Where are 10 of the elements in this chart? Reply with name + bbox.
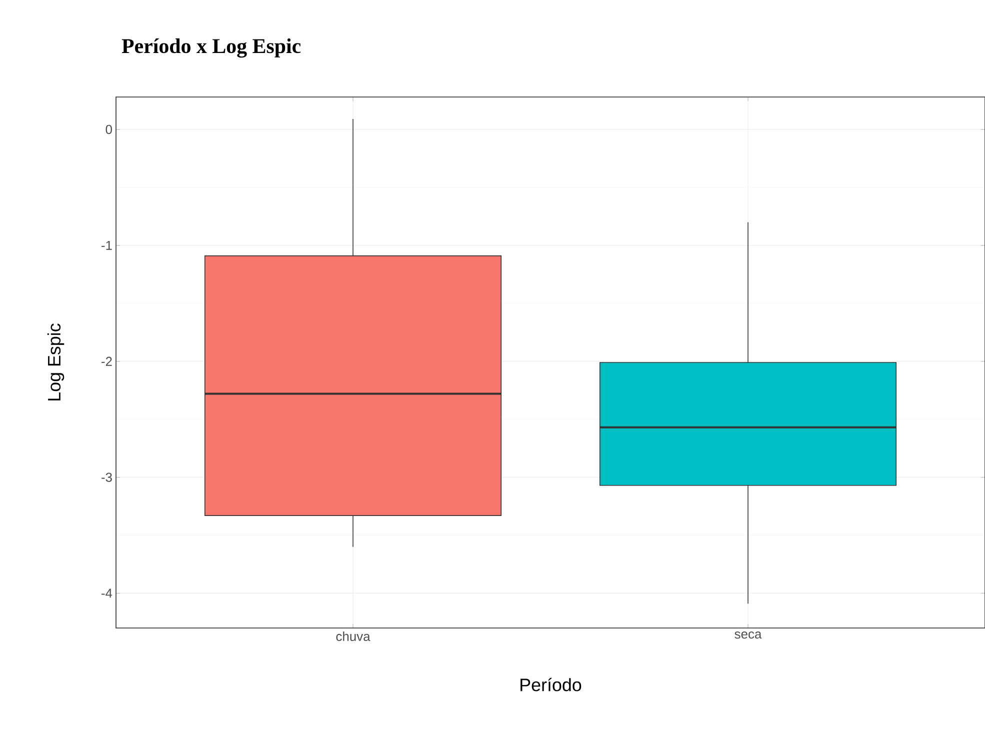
y-tick-label: 0 (106, 124, 112, 134)
x-axis-title: Período (520, 678, 582, 692)
y-tick-label: -4 (102, 588, 112, 598)
y-tick-label: -3 (102, 472, 112, 482)
x-tick-label: chuva (336, 632, 370, 642)
y-tick-label: -1 (102, 240, 112, 250)
y-axis-title: Log Espic (47, 324, 64, 400)
y-tick-label: -2 (102, 356, 112, 366)
x-tick-label: seca (734, 632, 762, 639)
chart-title: Período x Log Espic (122, 38, 301, 58)
